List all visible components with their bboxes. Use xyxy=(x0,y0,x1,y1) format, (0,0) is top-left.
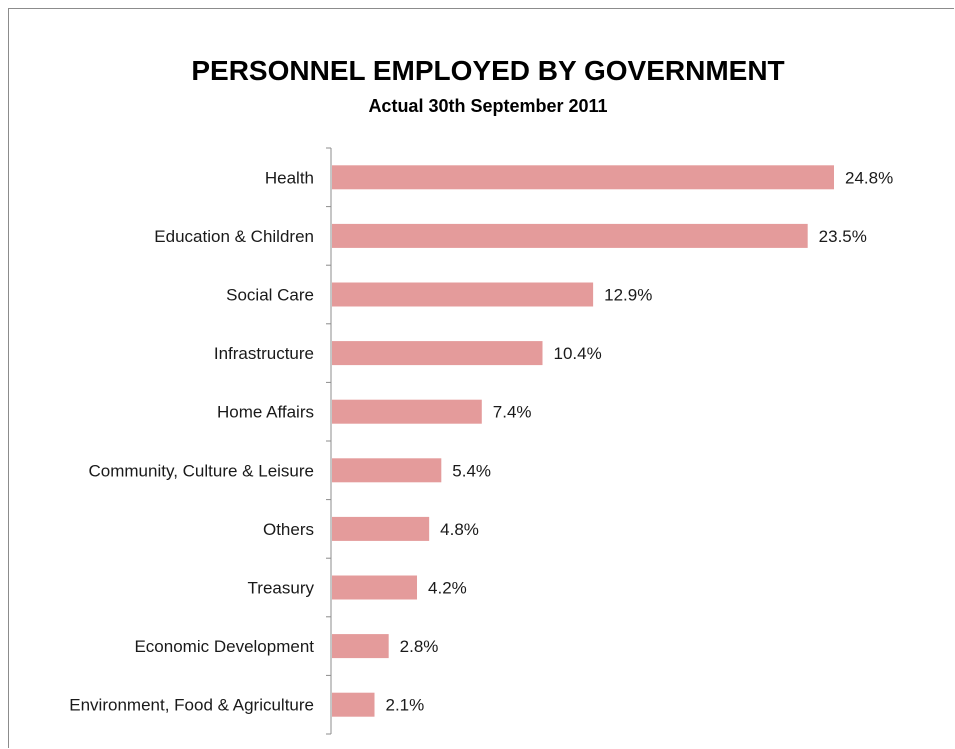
value-label: 12.9% xyxy=(604,286,652,305)
category-label: Economic Development xyxy=(134,637,314,656)
bar-7 xyxy=(332,575,418,600)
category-label: Infrastructure xyxy=(214,344,314,363)
value-label: 2.8% xyxy=(400,637,439,656)
bar-8 xyxy=(332,634,389,659)
category-label: Education & Children xyxy=(154,227,314,246)
category-label: Community, Culture & Leisure xyxy=(89,461,315,480)
bar-3 xyxy=(332,341,543,366)
bar-9 xyxy=(332,692,375,717)
bar-6 xyxy=(332,516,430,541)
category-axis xyxy=(326,147,332,735)
bar-0 xyxy=(332,165,834,190)
chart-frame xyxy=(8,8,954,748)
category-label: Health xyxy=(265,168,314,187)
value-label: 4.8% xyxy=(440,520,479,539)
labels-group: Health 24.8% Education & Children 23.5% Soci… xyxy=(69,168,893,714)
category-label: Social Care xyxy=(226,286,314,305)
bar-4 xyxy=(332,399,482,424)
value-label: 4.2% xyxy=(428,579,467,598)
bar-5 xyxy=(332,458,442,483)
bars-group xyxy=(332,165,834,717)
category-label: Others xyxy=(263,520,314,539)
value-label: 23.5% xyxy=(819,227,867,246)
value-label: 24.8% xyxy=(845,168,893,187)
chart-subtitle: Actual 30th September 2011 xyxy=(368,96,607,116)
bar-1 xyxy=(332,223,808,248)
category-label: Home Affairs xyxy=(217,403,314,422)
category-label: Environment, Food & Agriculture xyxy=(69,696,314,715)
value-label: 10.4% xyxy=(554,344,602,363)
chart-title: PERSONNEL EMPLOYED BY GOVERNMENT xyxy=(191,55,784,86)
bar-2 xyxy=(332,282,594,307)
value-label: 2.1% xyxy=(386,696,425,715)
category-label: Treasury xyxy=(248,579,315,598)
value-label: 7.4% xyxy=(493,403,532,422)
value-label: 5.4% xyxy=(452,461,491,480)
